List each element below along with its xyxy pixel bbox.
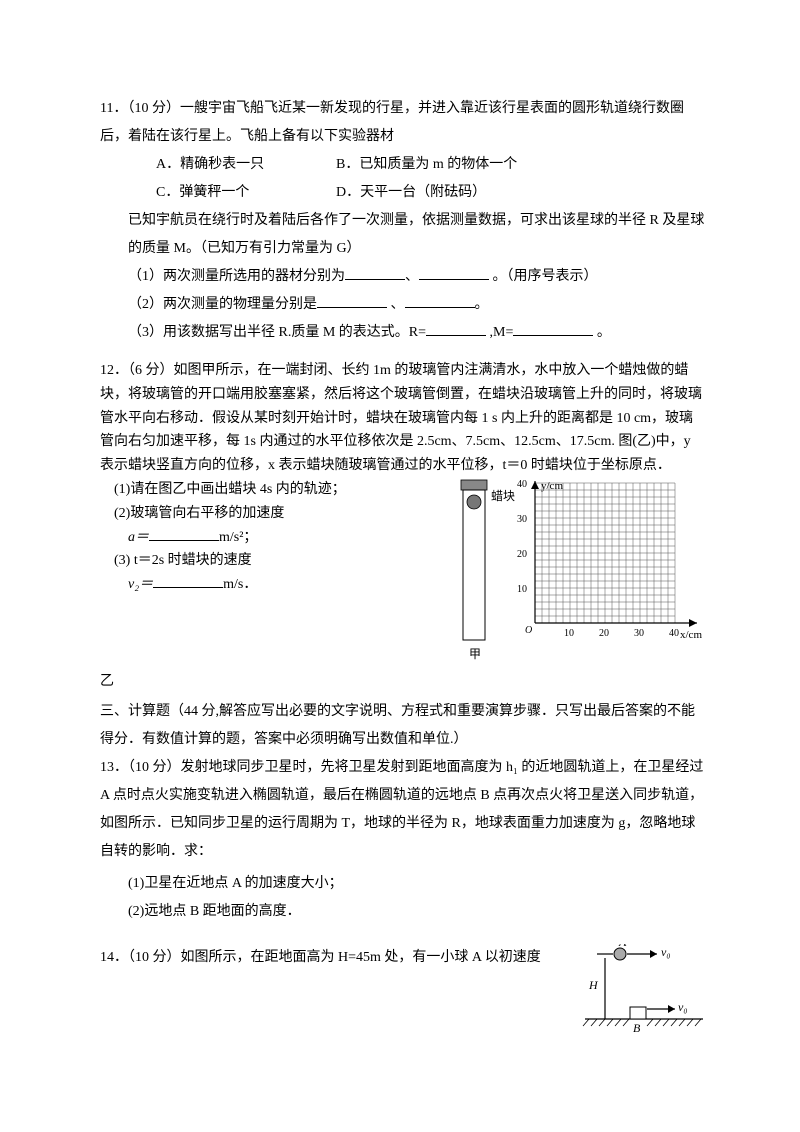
q11-option-a: A．精确秒表一只	[156, 151, 336, 179]
section-3-header: 三、计算题（44 分,解答应写出必要的文字说明、方程式和重要演算步骤．只写出最后…	[100, 698, 705, 754]
svg-text:10: 10	[517, 584, 527, 595]
svg-text:30: 30	[634, 628, 644, 639]
svg-text:y/cm: y/cm	[541, 480, 563, 492]
caption-yi: 乙	[100, 668, 705, 696]
q13-lead: 13．（10 分）发射地球同步卫星时，先将卫星发射到距地面高度为 h₁ 的近地圆…	[100, 754, 705, 866]
question-14: 14．（10 分）如图所示，在距地面高为 H=45m 处，有一小球 A 以初速度…	[100, 944, 705, 1034]
q11-para2: 已知宇航员在绕行时及着陆后各作了一次测量，依据测量数据，可求出该星球的半径 R …	[100, 207, 705, 263]
q11-lead: 11．（10 分）一艘宇宙飞船飞近某一新发现的行星，并进入靠近该行星表面的圆形轨…	[100, 95, 705, 151]
q11-s3a: （3）用该数据写出半径 R.质量 M 的表达式。R=	[128, 325, 426, 340]
q11-option-b: B．已知质量为 m 的物体一个	[336, 151, 536, 179]
q14-figure: A v₀ H	[575, 944, 705, 1034]
q11-s2b: 、	[387, 297, 405, 312]
q11-s3b: ,M=	[486, 325, 513, 340]
wax-label: 蜡块	[491, 489, 515, 503]
q12-p1: (1)请在图乙中画出蜡块 4s 内的轨迹；	[100, 478, 439, 502]
svg-text:H: H	[588, 978, 599, 992]
svg-text:A: A	[618, 944, 627, 949]
question-12: 12．（6 分）如图甲所示，在一端封闭、长约 1m 的玻璃管内注满清水，水中放入…	[100, 359, 705, 696]
svg-text:v₀: v₀	[661, 945, 671, 959]
q11-s1c: 。（用序号表示）	[489, 269, 598, 284]
q12-figure: 蜡块 甲 x/cm y/cm O	[445, 478, 705, 668]
tube-icon: 蜡块 甲	[461, 480, 515, 661]
svg-text:x/cm: x/cm	[680, 629, 702, 641]
q11-sub1: （1）两次测量所选用的器材分别为 、 。（用序号表示）	[100, 263, 705, 291]
svg-text:40: 40	[517, 479, 527, 490]
q14-lead: 14．（10 分）如图所示，在距地面高为 H=45m 处，有一小球 A 以初速度	[100, 944, 565, 972]
q12-p2b: a＝	[128, 530, 149, 545]
q11-option-d: D．天平一台（附砝码）	[336, 179, 536, 207]
svg-text:40: 40	[669, 628, 679, 639]
svg-text:10: 10	[564, 628, 574, 639]
blank	[317, 293, 387, 308]
svg-text:20: 20	[517, 549, 527, 560]
physics-exam-page: 11．（10 分）一艘宇宙飞船飞近某一新发现的行星，并进入靠近该行星表面的圆形轨…	[0, 0, 800, 1132]
q12-p3: (3) t＝2s 时蜡块的速度	[100, 549, 439, 573]
sec3-title: 三、计算题（44 分,解答应写出必要的文字说明、方程式和重要演算步骤．只写出最后…	[100, 698, 705, 754]
svg-text:O: O	[525, 625, 532, 636]
q11-sub3: （3）用该数据写出半径 R.质量 M 的表达式。R= ,M= 。	[100, 319, 705, 347]
blank	[419, 265, 489, 280]
q11-s3c: 。	[593, 325, 611, 340]
q11-s2a: （2）两次测量的物理量分别是	[128, 297, 317, 312]
svg-text:20: 20	[599, 628, 609, 639]
q11-s1b: 、	[405, 269, 419, 284]
q11-s2c: 。	[475, 297, 489, 312]
blank	[153, 573, 223, 588]
q11-s1a: （1）两次测量所选用的器材分别为	[128, 269, 345, 284]
caption-jia: 甲	[469, 647, 481, 661]
svg-text:30: 30	[517, 514, 527, 525]
blank	[149, 526, 219, 541]
q11-options: A．精确秒表一只 B．已知质量为 m 的物体一个 C．弹簧秤一个 D．天平一台（…	[100, 151, 705, 207]
blank	[426, 321, 486, 336]
q12-p2u: m/s²；	[219, 530, 257, 545]
displacement-chart: x/cm y/cm O 10 10 20 20 30 30 40 40	[517, 479, 702, 641]
svg-text:B: B	[633, 1021, 641, 1034]
q12-p3b: v₂＝	[128, 577, 153, 592]
q13-s1: (1)卫星在近地点 A 的加速度大小；	[100, 870, 705, 898]
blank	[405, 293, 475, 308]
q13-s2: (2)远地点 B 距地面的高度．	[100, 898, 705, 926]
q11-sub2: （2）两次测量的物理量分别是 、 。	[100, 291, 705, 319]
question-13: 13．（10 分）发射地球同步卫星时，先将卫星发射到距地面高度为 h₁ 的近地圆…	[100, 754, 705, 926]
question-11: 11．（10 分）一艘宇宙飞船飞近某一新发现的行星，并进入靠近该行星表面的圆形轨…	[100, 95, 705, 347]
q12-p3u: m/s．	[223, 577, 257, 592]
q12-lead: 12．（6 分）如图甲所示，在一端封闭、长约 1m 的玻璃管内注满清水，水中放入…	[100, 359, 705, 478]
svg-text:v₀: v₀	[678, 1000, 688, 1014]
blank	[513, 321, 593, 336]
blank	[345, 265, 405, 280]
q11-option-c: C．弹簧秤一个	[156, 179, 336, 207]
q12-p2: (2)玻璃管向右平移的加速度	[100, 502, 439, 526]
